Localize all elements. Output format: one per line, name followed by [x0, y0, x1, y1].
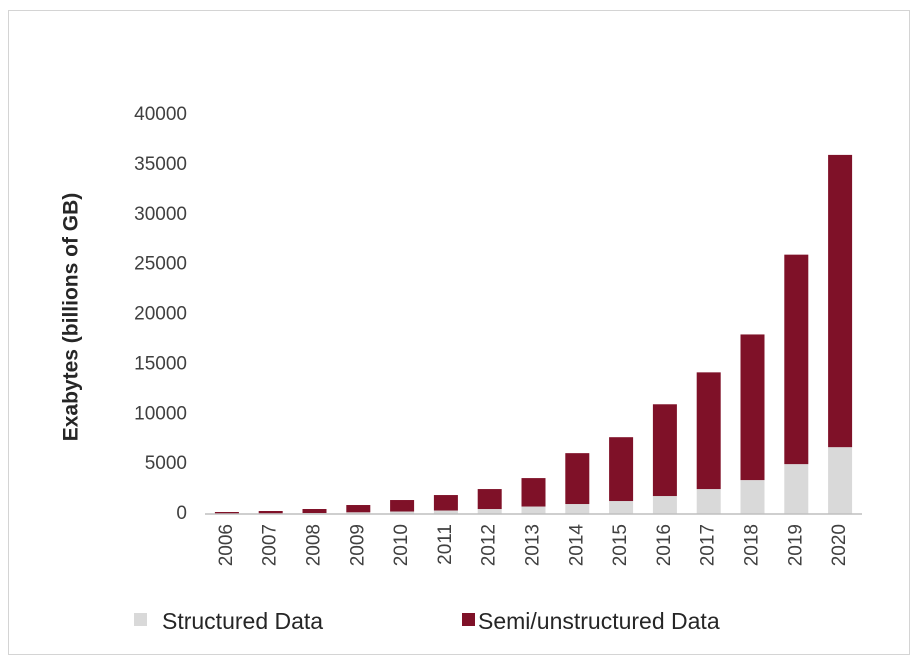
bar-structured — [609, 501, 634, 514]
x-tick-label: 2015 — [610, 524, 631, 566]
y-tick-label: 30000 — [134, 204, 187, 225]
bar-structured — [784, 464, 809, 514]
legend-swatch-structured — [134, 613, 147, 626]
x-tick-label: 2017 — [698, 524, 719, 566]
y-tick-label: 10000 — [134, 403, 187, 424]
bar-semi-unstructured — [390, 500, 415, 512]
legend-label-structured: Structured Data — [162, 608, 323, 634]
bars — [214, 154, 853, 514]
bar-structured — [740, 480, 765, 514]
bar-semi-unstructured — [302, 509, 327, 514]
x-tick-label: 2012 — [479, 524, 500, 566]
bar-structured — [565, 504, 590, 514]
y-tick-label: 5000 — [145, 453, 187, 474]
bar-structured — [828, 447, 853, 514]
bar-structured — [652, 496, 677, 514]
x-tick-label: 2008 — [304, 524, 325, 566]
x-tick-label: 2020 — [829, 524, 850, 566]
x-tick-label: 2006 — [216, 524, 237, 566]
y-axis-label: Exabytes (billions of GB) — [60, 193, 83, 442]
y-tick-label: 15000 — [134, 353, 187, 374]
y-axis-ticks: 0 5000 10000 15000 20000 25000 30000 35000 40000 — [134, 104, 187, 524]
bar-semi-unstructured — [609, 437, 634, 502]
x-tick-label: 2018 — [742, 524, 763, 566]
x-tick-label: 2009 — [347, 524, 368, 566]
x-tick-label: 2010 — [391, 524, 412, 566]
bar-structured — [477, 509, 502, 514]
x-tick-label: 2013 — [523, 524, 544, 566]
bar-structured — [390, 511, 415, 514]
bar-semi-unstructured — [740, 334, 765, 481]
bar-semi-unstructured — [652, 404, 677, 497]
bar-semi-unstructured — [258, 511, 283, 514]
x-axis-ticks: 2006 2007 2008 2009 2010 2011 2012 2013 2014 2015… — [216, 524, 850, 567]
y-tick-label: 0 — [176, 503, 187, 524]
legend-swatch-semi — [462, 613, 475, 626]
x-tick-label: 2016 — [654, 524, 675, 566]
bar-semi-unstructured — [828, 154, 853, 448]
bar-semi-unstructured — [477, 489, 502, 510]
x-tick-label: 2007 — [260, 524, 281, 566]
y-tick-label: 25000 — [134, 254, 187, 275]
x-tick-label: 2011 — [435, 524, 456, 565]
bar-semi-unstructured — [521, 478, 546, 507]
legend: Structured Data Semi/unstructured Data — [134, 608, 720, 634]
y-tick-label: 20000 — [134, 304, 187, 325]
bar-structured — [433, 510, 458, 514]
y-tick-label: 35000 — [134, 154, 187, 175]
bar-semi-unstructured — [696, 372, 721, 490]
bar-structured — [346, 512, 371, 514]
x-tick-label: 2019 — [785, 524, 806, 566]
bar-structured — [521, 506, 546, 514]
bar-semi-unstructured — [214, 512, 239, 514]
bar-semi-unstructured — [433, 495, 458, 511]
bar-semi-unstructured — [565, 453, 590, 505]
bar-semi-unstructured — [784, 254, 809, 465]
y-tick-label: 40000 — [134, 104, 187, 125]
bar-structured — [696, 489, 721, 514]
x-tick-label: 2014 — [566, 524, 587, 567]
bar-semi-unstructured — [346, 505, 371, 513]
chart-frame — [8, 10, 910, 655]
legend-label-semi: Semi/unstructured Data — [478, 608, 720, 634]
